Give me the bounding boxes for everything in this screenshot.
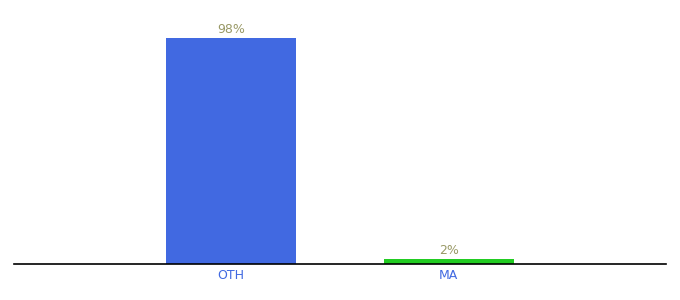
Bar bbox=[166, 38, 296, 264]
Text: 98%: 98% bbox=[218, 23, 245, 36]
Bar bbox=[384, 260, 514, 264]
Text: 2%: 2% bbox=[439, 244, 459, 257]
